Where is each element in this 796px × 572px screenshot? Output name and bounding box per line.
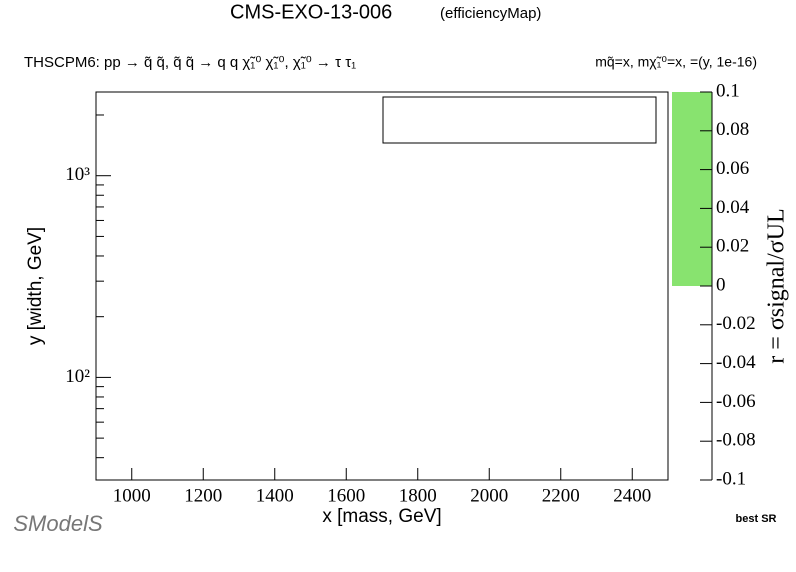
chart-title: CMS-EXO-13-006 [230,1,392,23]
legend-box [382,96,657,144]
z-tick-label: 0.02 [716,236,749,257]
z-tick-label: 0.04 [716,197,750,218]
x-tick-label: 1400 [256,485,294,506]
z-tick-label: -0.1 [716,468,746,489]
z-tick-label: -0.08 [716,430,756,451]
mass-label: mq̃=x, mχ̃₁⁰=x, =(y, 1e-16) [595,54,757,70]
process-label: THSCPM6: pp → q̃ q̃, q̃ q̃ → q q χ̃₁⁰ χ̃… [24,54,356,71]
z-tick-label: -0.04 [716,352,756,373]
x-tick-label: 2000 [470,485,508,506]
z-tick-label: -0.06 [716,391,756,412]
x-tick-label: 1000 [113,485,151,506]
colorbar-label: r = σsignal/σUL [764,208,790,363]
z-tick-label: 0.08 [716,119,749,140]
y-tick-label: 10³ [65,164,90,185]
z-tick-label: 0.06 [716,158,749,179]
x-tick-label: 1800 [399,485,437,506]
x-tick-label: 1600 [327,485,365,506]
z-tick-label: 0 [716,274,726,295]
z-tick-label: 0.1 [716,80,740,101]
x-tick-label: 2200 [542,485,580,506]
y-axis-label: y [width, GeV] [25,227,46,345]
logo: SModelS [13,511,103,536]
x-tick-label: 2400 [613,485,651,506]
x-tick-label: 1200 [184,485,222,506]
y-tick-label: 10² [65,366,90,387]
colorbar-fill [672,92,712,286]
x-axis-label: x [mass, GeV] [322,506,441,527]
best-sr-label: best SR [736,513,777,525]
plot-frame [95,91,669,481]
chart-subtitle: (efficiencyMap) [440,5,541,22]
z-tick-label: -0.02 [716,313,756,334]
